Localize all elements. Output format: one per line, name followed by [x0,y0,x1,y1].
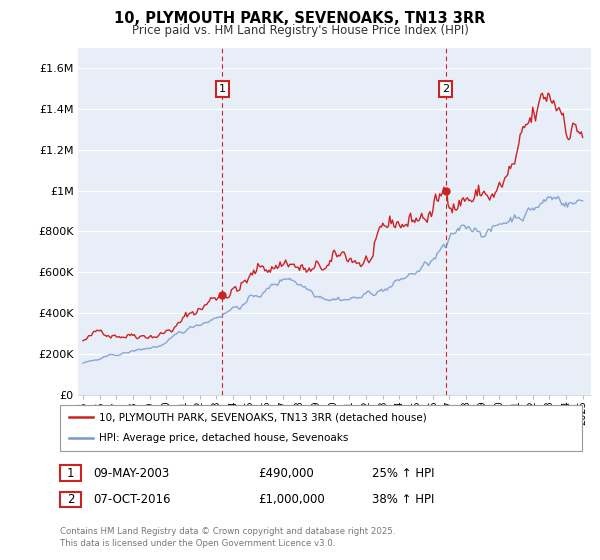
Text: 10, PLYMOUTH PARK, SEVENOAKS, TN13 3RR: 10, PLYMOUTH PARK, SEVENOAKS, TN13 3RR [115,11,485,26]
Text: 2: 2 [67,493,74,506]
Text: 1: 1 [67,466,74,480]
Text: £490,000: £490,000 [258,466,314,480]
Text: £1,000,000: £1,000,000 [258,493,325,506]
Text: HPI: Average price, detached house, Sevenoaks: HPI: Average price, detached house, Seve… [99,433,349,444]
Text: 2: 2 [442,84,449,94]
Text: 09-MAY-2003: 09-MAY-2003 [93,466,169,480]
Text: 25% ↑ HPI: 25% ↑ HPI [372,466,434,480]
Text: Price paid vs. HM Land Registry's House Price Index (HPI): Price paid vs. HM Land Registry's House … [131,24,469,36]
Text: 1: 1 [219,84,226,94]
Text: 10, PLYMOUTH PARK, SEVENOAKS, TN13 3RR (detached house): 10, PLYMOUTH PARK, SEVENOAKS, TN13 3RR (… [99,412,427,422]
Text: Contains HM Land Registry data © Crown copyright and database right 2025.
This d: Contains HM Land Registry data © Crown c… [60,527,395,548]
Text: 38% ↑ HPI: 38% ↑ HPI [372,493,434,506]
Text: 07-OCT-2016: 07-OCT-2016 [93,493,170,506]
